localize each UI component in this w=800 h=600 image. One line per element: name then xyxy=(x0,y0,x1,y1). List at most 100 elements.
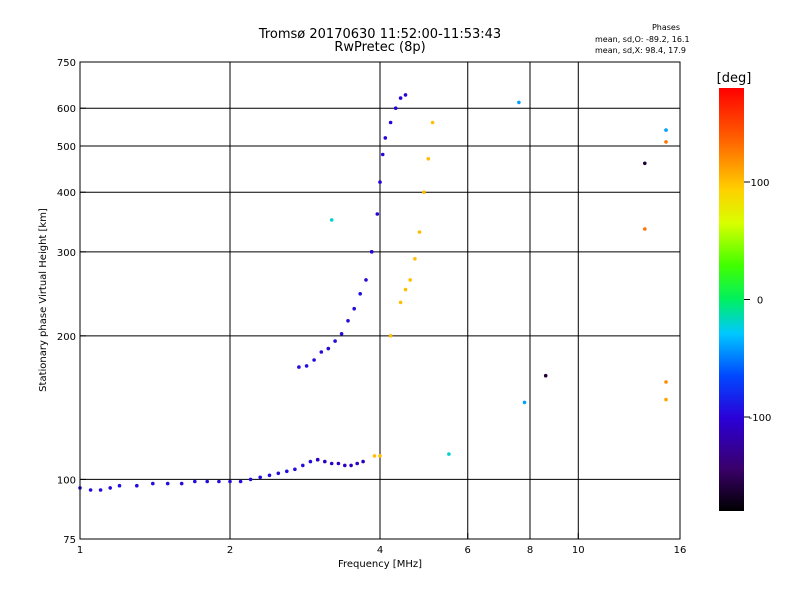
echo-point xyxy=(398,96,403,100)
echo-point xyxy=(293,467,297,472)
echo-point xyxy=(276,471,281,476)
echo-point xyxy=(358,292,363,296)
x-mode-stats: mean, sd,X: 98.4, 17.9 xyxy=(595,46,686,55)
colorbar-tick-label: 100 xyxy=(750,178,769,189)
echo-point xyxy=(383,136,388,140)
y-tick-label: 500 xyxy=(57,142,76,153)
x-tick-label: 2 xyxy=(227,545,233,556)
echo-point xyxy=(315,457,320,462)
echo-point xyxy=(238,479,243,484)
y-tick-label: 100 xyxy=(57,475,76,486)
echo-point xyxy=(403,287,408,292)
echo-point xyxy=(378,180,382,184)
echo-point xyxy=(430,120,435,125)
echo-point xyxy=(258,475,263,480)
y-axis-ticks: 75 100 200 300 400 500 600 750 xyxy=(57,58,86,546)
echo-point xyxy=(413,257,417,261)
echo-point xyxy=(643,161,647,166)
echo-point xyxy=(285,469,289,474)
echo-point xyxy=(248,477,253,482)
echo-point xyxy=(304,364,309,368)
echo-point xyxy=(339,332,344,336)
echo-point xyxy=(108,486,112,490)
echo-point xyxy=(403,93,408,97)
echo-point xyxy=(380,152,385,157)
x-tick-label: 1 xyxy=(77,545,83,556)
echo-point xyxy=(323,459,327,464)
echo-point xyxy=(343,463,347,468)
echo-point xyxy=(378,454,382,458)
x-tick-label: 8 xyxy=(527,545,533,556)
echo-point xyxy=(151,481,155,486)
y-tick-label: 75 xyxy=(63,535,76,546)
echo-point xyxy=(664,140,668,144)
colorbar-ticks: 100 0 -100 xyxy=(744,178,771,424)
echo-point xyxy=(349,463,353,468)
echo-point xyxy=(205,479,209,484)
echo-point xyxy=(308,459,313,464)
echo-point xyxy=(543,373,548,378)
echo-point xyxy=(228,479,232,484)
echo-point xyxy=(135,483,139,488)
echo-point xyxy=(355,461,360,466)
echo-point xyxy=(312,358,316,362)
y-tick-label: 300 xyxy=(57,248,76,259)
echo-point xyxy=(301,463,305,468)
echo-point xyxy=(117,483,122,488)
y-tick-label: 600 xyxy=(57,104,76,115)
echo-point xyxy=(375,212,380,216)
echo-point xyxy=(422,190,426,194)
echo-point xyxy=(165,481,170,486)
echo-point xyxy=(393,106,398,110)
echo-point xyxy=(408,278,413,282)
echo-point xyxy=(217,479,221,484)
y-tick-label: 200 xyxy=(57,332,76,343)
echo-point xyxy=(517,100,521,105)
echo-point xyxy=(326,346,331,351)
y-tick-label: 750 xyxy=(57,58,76,69)
echo-point xyxy=(447,452,451,456)
echo-point xyxy=(361,459,365,464)
x-axis-ticks: 1 2 4 6 8 10 16 xyxy=(77,533,687,556)
echo-point xyxy=(388,120,393,125)
echo-point xyxy=(364,278,368,282)
echo-point xyxy=(664,128,668,132)
echo-point xyxy=(522,400,527,405)
echo-point xyxy=(319,350,324,354)
echo-point xyxy=(426,157,431,161)
phases-stats-header: Phases xyxy=(651,23,680,32)
echo-point xyxy=(372,454,377,458)
echo-point xyxy=(193,479,197,484)
echo-point xyxy=(336,461,341,466)
x-tick-label: 4 xyxy=(377,545,383,556)
colorbar-label: [deg] xyxy=(717,71,752,86)
echo-point xyxy=(329,218,334,222)
echo-point xyxy=(88,488,93,492)
colorbar-tick-label: 0 xyxy=(757,296,763,307)
echo-point xyxy=(388,334,393,338)
x-axis-label: Frequency [MHz] xyxy=(338,559,422,570)
echo-point xyxy=(352,306,357,311)
echo-points xyxy=(78,93,668,492)
echo-point xyxy=(369,250,374,254)
chart-subtitle: RwPretec (8p) xyxy=(334,40,426,55)
x-tick-label: 16 xyxy=(674,545,687,556)
chart-title: Tromsø 20170630 11:52:00-11:53:43 xyxy=(258,27,502,42)
y-axis-label: Stationary phase Virtual Height [km] xyxy=(38,208,49,392)
o-mode-stats: mean, sd,O: -89.2, 16.1 xyxy=(595,35,690,44)
echo-point xyxy=(643,227,647,231)
y-tick-label: 400 xyxy=(57,188,76,199)
echo-point xyxy=(346,319,350,323)
echo-point xyxy=(267,473,272,478)
echo-point xyxy=(664,380,668,384)
echo-point xyxy=(398,300,403,305)
echo-point xyxy=(179,481,184,486)
echo-point xyxy=(297,365,301,369)
colorbar-tick-label: -100 xyxy=(749,413,772,424)
x-tick-label: 10 xyxy=(572,545,585,556)
echo-point xyxy=(333,339,337,343)
colorbar xyxy=(719,88,744,511)
echo-point xyxy=(329,461,334,466)
echo-point xyxy=(664,397,668,402)
